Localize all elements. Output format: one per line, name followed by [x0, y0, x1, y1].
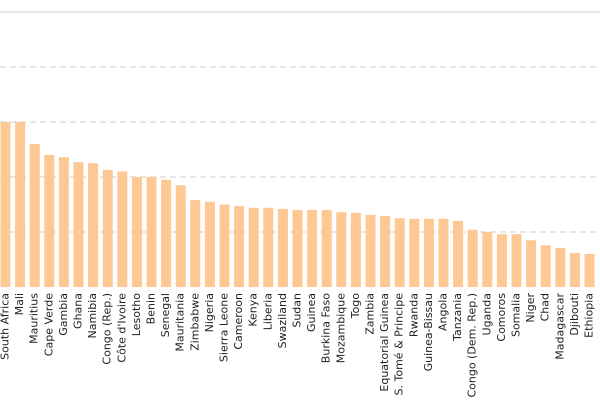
bar [44, 155, 55, 287]
x-tick-label: Angola [437, 293, 450, 331]
x-tick-label: Senegal [159, 293, 172, 337]
x-tick-label: Nigeria [203, 293, 216, 332]
bar [394, 218, 405, 287]
bar [29, 144, 40, 287]
bar [146, 177, 157, 287]
x-tick-label: Burkina Faso [320, 293, 333, 363]
bar [88, 163, 99, 287]
x-tick-label: Mauritius [28, 293, 41, 344]
bar [336, 212, 347, 287]
x-tick-label: S. Tomé & Principe [393, 293, 406, 396]
x-tick-label: South Africa [0, 293, 12, 360]
bar [219, 204, 230, 287]
bar [131, 177, 142, 287]
x-tick-label: Somalia [510, 293, 523, 337]
x-tick-label: Niger [524, 293, 537, 323]
x-tick-label: Uganda [480, 293, 493, 335]
x-tick-label: Congo (Dem. Rep.) [466, 293, 479, 398]
x-tick-label: Benin [145, 293, 158, 324]
bar [423, 218, 434, 287]
x-tick-label: Comoros [495, 293, 508, 342]
bar [263, 207, 274, 287]
bar [15, 122, 26, 287]
bar [496, 234, 507, 287]
bar [526, 240, 537, 287]
x-tick-label: Equatorial Guinea [378, 293, 391, 392]
bar [248, 207, 259, 287]
x-tick-label: Sudan [291, 293, 304, 328]
bar [438, 218, 449, 287]
bar [555, 247, 566, 287]
x-tick-label: Sierra Leone [218, 293, 231, 362]
bar [234, 206, 245, 287]
bar [73, 162, 84, 287]
bar [569, 252, 580, 287]
bar [467, 229, 478, 287]
x-tick-label: Togo [349, 293, 362, 320]
bar [117, 171, 128, 287]
x-tick-label: Cameroon [232, 293, 245, 350]
x-tick-label: Mozambique [334, 293, 347, 363]
bar [277, 208, 288, 287]
x-tick-label: Ghana [72, 293, 85, 329]
x-tick-label: Cape Verde [42, 293, 55, 356]
x-tick-label: Congo (Rep.) [101, 293, 114, 365]
bar [204, 201, 215, 287]
bar [350, 212, 361, 287]
x-tick-label: Chad [539, 293, 552, 321]
x-tick-label: Mauritania [174, 293, 187, 352]
x-tick-label: Swaziland [276, 293, 289, 348]
x-tick-label: Guinea-Bissau [422, 293, 435, 371]
x-tick-label: Madagascar [553, 293, 566, 360]
x-tick-label: Lesotho [130, 293, 143, 336]
bar [540, 245, 551, 287]
bar [292, 210, 303, 287]
bar [102, 169, 113, 287]
x-tick-label: Gambia [57, 293, 70, 336]
x-tick-label: Djibouti [568, 293, 581, 336]
x-tick-label: Zambia [364, 293, 377, 335]
bar [175, 185, 186, 287]
x-tick-label: Guinea [305, 293, 318, 332]
bar [511, 234, 522, 287]
bar [453, 221, 464, 287]
bar [584, 254, 595, 287]
bar [380, 216, 391, 287]
bar [161, 179, 172, 287]
bar [58, 157, 69, 287]
bar [321, 210, 332, 287]
bar [190, 200, 201, 287]
bar [409, 218, 420, 287]
bar [0, 122, 11, 287]
x-tick-label: Tanzania [451, 293, 464, 342]
bar [365, 214, 376, 287]
x-tick-label: Mali [13, 293, 26, 315]
bar [307, 210, 318, 287]
x-tick-label: Liberia [261, 293, 274, 330]
x-tick-label: Namibia [86, 293, 99, 339]
x-tick-label: Rwanda [407, 293, 420, 337]
x-tick-label: Zimbabwe [188, 293, 201, 351]
x-tick-label: Côte d'Ivoire [115, 293, 128, 363]
x-tick-label: Ethiopia [583, 293, 596, 338]
bar [482, 232, 493, 287]
x-tick-label: Kenya [247, 293, 260, 327]
